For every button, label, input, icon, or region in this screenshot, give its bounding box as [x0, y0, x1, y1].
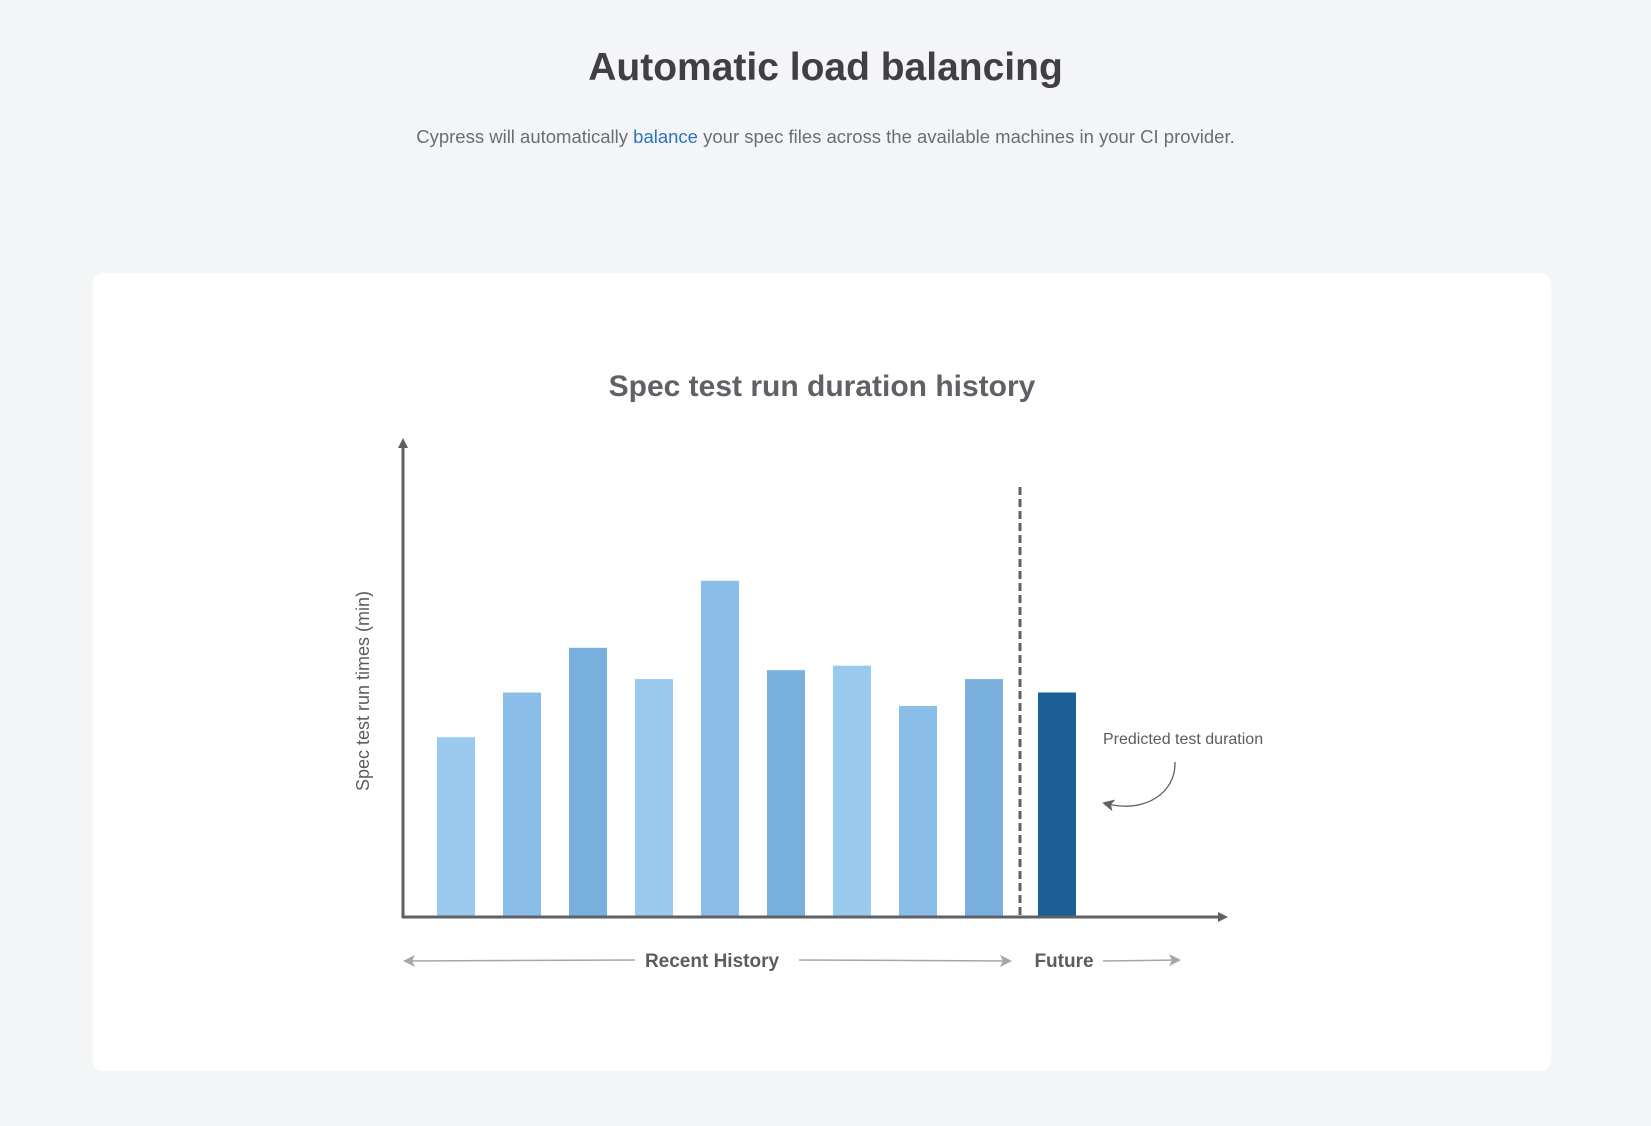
balance-link[interactable]: balance: [633, 126, 698, 147]
page-subtitle: Cypress will automatically balance your …: [0, 124, 1651, 150]
chart-card: Spec test run duration history Spec test…: [93, 273, 1551, 1071]
annotation-curved-arrow: [1102, 761, 1176, 812]
predicted-duration-annotation: Predicted test duration: [1103, 731, 1263, 748]
predicted-duration-bar: [1038, 692, 1076, 916]
history-bar: [635, 679, 673, 916]
duration-history-chart: Spec test run duration history Spec test…: [353, 370, 1263, 972]
bars-group: [437, 580, 1076, 916]
history-bar: [899, 705, 937, 916]
history-bar: [569, 647, 607, 916]
future-label: Future: [1034, 951, 1093, 972]
recent-history-label: Recent History: [645, 951, 780, 972]
future-arrow: [1102, 954, 1181, 967]
history-left-arrow: [403, 954, 636, 967]
history-right-arrow: [798, 954, 1012, 967]
history-bar: [503, 692, 541, 916]
chart-title: Spec test run duration history: [609, 370, 1036, 403]
history-bar: [437, 737, 475, 916]
history-bar: [833, 665, 871, 916]
subtitle-text-end: your spec files across the available mac…: [697, 126, 1235, 147]
page-title: Automatic load balancing: [588, 46, 1063, 89]
history-bar: [701, 580, 739, 916]
subtitle-text-start: Cypress will automatically: [416, 126, 634, 147]
y-axis-label: Spec test run times (min): [353, 591, 373, 791]
history-bar: [767, 670, 805, 916]
history-bar: [965, 679, 1003, 916]
